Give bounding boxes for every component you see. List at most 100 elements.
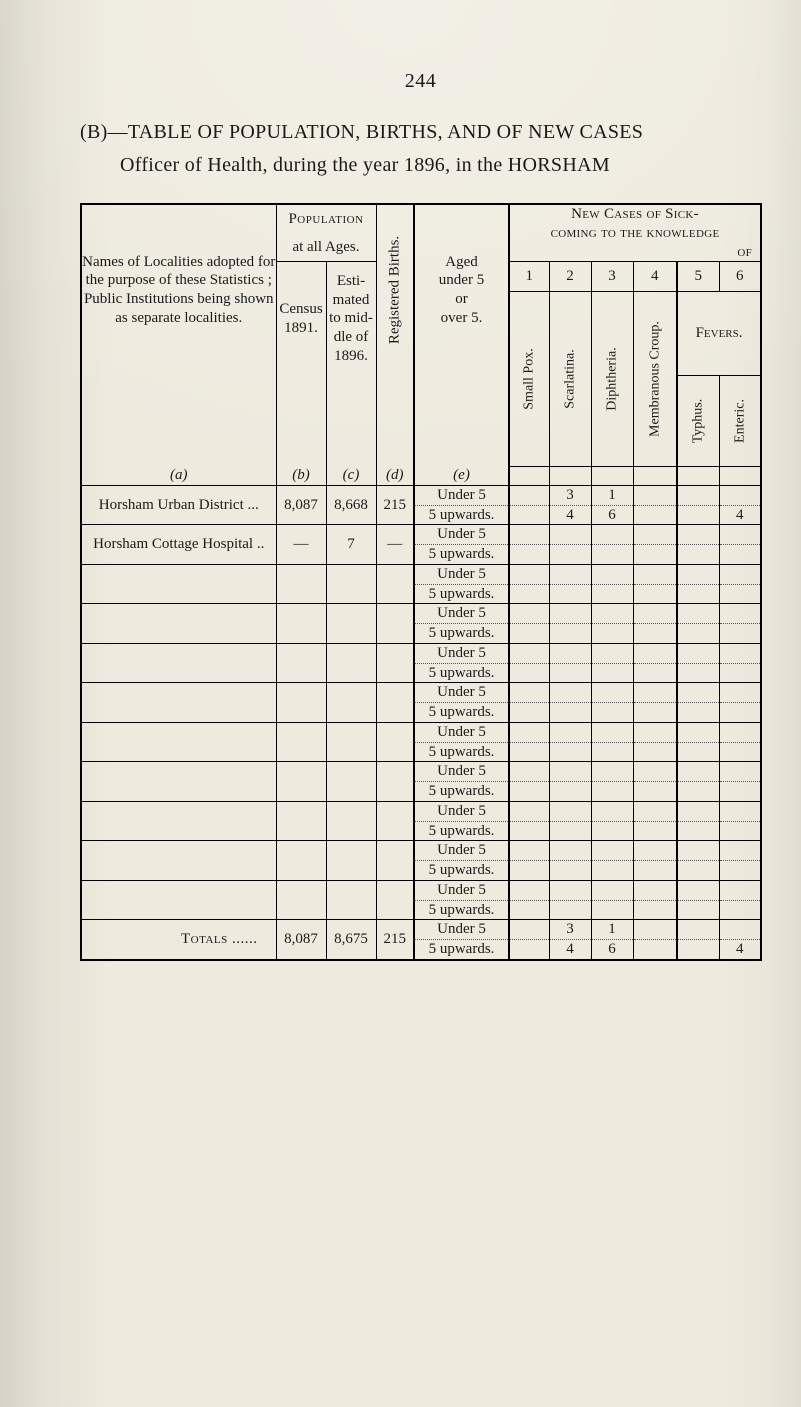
hdr-population-1: Population	[276, 204, 376, 233]
upw-val-1	[509, 861, 549, 881]
upw-val-4	[633, 782, 677, 802]
under-val-6	[719, 683, 761, 703]
under-val-2: 3	[549, 920, 591, 940]
hdr-newcases-3: of	[510, 243, 760, 262]
hdr-letter-d3	[591, 466, 633, 485]
hdr-disease-5: Typhus.	[677, 375, 719, 466]
under-val-6	[719, 801, 761, 821]
hdr-estimated: Esti- mated to mid- dle of 1896.	[326, 262, 376, 375]
upw-val-4	[633, 900, 677, 920]
upw-val-1	[509, 505, 549, 525]
under-val-4	[633, 683, 677, 703]
under-val-2	[549, 841, 591, 861]
under-val-4	[633, 485, 677, 505]
under-val-5	[677, 841, 719, 861]
hdr-disease-1-label: Small Pox.	[521, 348, 539, 409]
upw-val-2	[549, 663, 591, 683]
hdr-letter-d: (d)	[376, 466, 414, 485]
upw-val-2	[549, 900, 591, 920]
upw-val-4	[633, 663, 677, 683]
under-val-6	[719, 604, 761, 624]
under-val-4	[633, 722, 677, 742]
upw-val-5	[677, 821, 719, 841]
age-upwards-label: 5 upwards.	[414, 624, 509, 644]
upw-val-6	[719, 663, 761, 683]
under-val-3	[591, 841, 633, 861]
under-val-1	[509, 683, 549, 703]
upw-val-6: 4	[719, 940, 761, 960]
hdr-letter-d1	[509, 466, 549, 485]
under-val-3: 1	[591, 485, 633, 505]
locality-name: Horsham Cottage Hospital ..	[81, 525, 276, 565]
hdr-letter-d2	[549, 466, 591, 485]
hdr-reg-births-label: Registered Births.	[385, 236, 404, 344]
upw-val-1	[509, 584, 549, 604]
under-val-1	[509, 564, 549, 584]
esti-cell: 8,668	[326, 485, 376, 525]
upw-val-3	[591, 742, 633, 762]
age-under-label: Under 5	[414, 643, 509, 663]
hdr-disease-4: Membranous Croup.	[633, 291, 677, 466]
upw-val-3	[591, 900, 633, 920]
upw-val-2: 4	[549, 940, 591, 960]
age-upwards-label: 5 upwards.	[414, 545, 509, 565]
under-val-3	[591, 801, 633, 821]
age-upwards-label: 5 upwards.	[414, 821, 509, 841]
upw-val-2	[549, 545, 591, 565]
age-under-label: Under 5	[414, 485, 509, 505]
under-val-1	[509, 880, 549, 900]
hdr-num-2: 2	[549, 262, 591, 291]
hdr-num-4: 4	[633, 262, 677, 291]
hdr-census: Census 1891.	[276, 262, 326, 375]
under-val-1	[509, 801, 549, 821]
under-val-4	[633, 604, 677, 624]
hdr-disease-2-label: Scarlatina.	[561, 349, 579, 408]
age-under-label: Under 5	[414, 604, 509, 624]
under-val-4	[633, 920, 677, 940]
upw-val-4	[633, 505, 677, 525]
upw-val-6	[719, 782, 761, 802]
locality-name	[81, 762, 276, 802]
upw-val-5	[677, 703, 719, 723]
under-val-5	[677, 880, 719, 900]
locality-name	[81, 880, 276, 920]
age-upwards-label: 5 upwards.	[414, 742, 509, 762]
hdr-disease-6-label: Enteric.	[731, 399, 749, 443]
under-val-1	[509, 841, 549, 861]
upw-val-3: 6	[591, 940, 633, 960]
subtitle-line: Officer of Health, during the year 1896,…	[120, 154, 761, 177]
reg-cell	[376, 722, 414, 762]
upw-val-6	[719, 624, 761, 644]
spacer-reg	[376, 375, 414, 466]
esti-cell	[326, 643, 376, 683]
under-val-4	[633, 564, 677, 584]
upw-val-3	[591, 782, 633, 802]
table-body: Horsham Urban District ...8,0878,668215U…	[81, 485, 761, 960]
age-upwards-label: 5 upwards.	[414, 663, 509, 683]
age-under-label: Under 5	[414, 841, 509, 861]
esti-cell	[326, 722, 376, 762]
locality-name	[81, 604, 276, 644]
under-val-1	[509, 604, 549, 624]
upw-val-4	[633, 703, 677, 723]
hdr-new-cases: New Cases of Sick- coming to the knowled…	[509, 204, 761, 262]
age-upwards-label: 5 upwards.	[414, 900, 509, 920]
upw-val-4	[633, 545, 677, 565]
spacer-aged	[414, 375, 509, 466]
under-val-5	[677, 564, 719, 584]
esti-cell	[326, 841, 376, 881]
reg-cell: 215	[376, 485, 414, 525]
hdr-fevers: Fevers.	[677, 291, 761, 375]
hdr-num-6: 6	[719, 262, 761, 291]
hdr-population-2: at all Ages.	[276, 233, 376, 262]
under-val-1	[509, 722, 549, 742]
hdr-letter-d4	[633, 466, 677, 485]
age-upwards-label: 5 upwards.	[414, 584, 509, 604]
age-upwards-label: 5 upwards.	[414, 782, 509, 802]
upw-val-5	[677, 663, 719, 683]
reg-cell: —	[376, 525, 414, 565]
upw-val-1	[509, 940, 549, 960]
upw-val-5	[677, 505, 719, 525]
upw-val-1	[509, 782, 549, 802]
upw-val-4	[633, 940, 677, 960]
